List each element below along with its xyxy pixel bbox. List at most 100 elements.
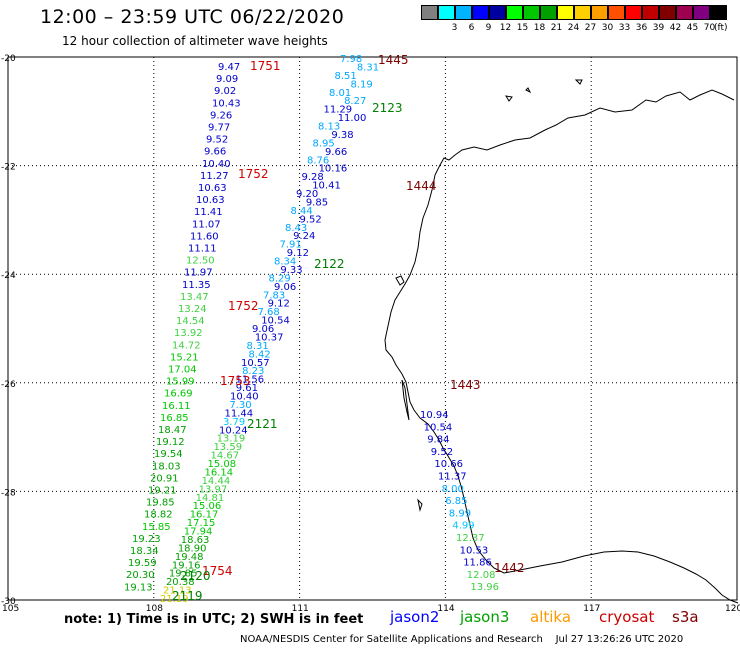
- track-value: 11.29: [324, 105, 353, 116]
- legend-label: 33: [618, 23, 631, 33]
- track-value: 8.34: [274, 257, 296, 268]
- track-value: 8.76: [307, 155, 329, 166]
- legend-label: 24: [567, 23, 580, 33]
- lat-tick-label: -26: [1, 380, 16, 390]
- island: [417, 498, 423, 512]
- track-value: 19.13: [124, 582, 153, 593]
- pass-label: 2120: [180, 569, 211, 583]
- track-value: 7.98: [340, 54, 362, 65]
- track-value: 9.84: [427, 435, 449, 446]
- track-value: 18.63: [181, 535, 210, 546]
- track-value: 9.77: [208, 123, 230, 134]
- track-value: 15.21: [170, 352, 199, 363]
- track-value: 10.16: [319, 164, 348, 175]
- track-value: 9.38: [331, 130, 353, 141]
- track-value: 10.41: [312, 181, 341, 192]
- track-value: 19.54: [154, 449, 183, 460]
- track-value: 20.91: [150, 473, 179, 484]
- legend-label: 39: [652, 23, 665, 33]
- track-value: 9.61: [236, 383, 258, 394]
- track-value: 18.90: [178, 543, 207, 554]
- track-value: 15.06: [193, 501, 222, 512]
- map-grid: 105 108 111 114 117 120 -20 -22 -24 -26 -28 -30: [1, 54, 740, 614]
- track-value: 10.54: [424, 422, 453, 433]
- track-value: 10.37: [255, 332, 284, 343]
- track-value: 11.11: [188, 244, 217, 255]
- lon-tick-label: 108: [146, 604, 163, 614]
- track-value: 19.59: [128, 558, 157, 569]
- legend-swatch: [455, 5, 472, 20]
- pass-label: 1445: [378, 53, 409, 67]
- note-text: note: 1) Time is in UTC; 2) SWH is in fe…: [64, 612, 364, 627]
- track-value: 8.13: [318, 122, 340, 133]
- legend-s3a: s3a: [672, 608, 699, 626]
- legend-label: 3: [451, 23, 458, 33]
- track-value: 8.43: [285, 223, 307, 234]
- track-value: 13.19: [217, 434, 246, 445]
- track-value: 9.12: [268, 299, 290, 310]
- track-value: 16.11: [162, 401, 191, 412]
- legend-label: 9: [485, 23, 492, 33]
- track-value: 16.69: [164, 389, 193, 400]
- pass-label: 2119: [172, 589, 203, 603]
- track-value: 10.53: [460, 545, 489, 556]
- legend-jason2: jason2: [390, 608, 440, 626]
- lat-tick-label: -24: [1, 271, 16, 281]
- track-value: 9.66: [204, 147, 226, 158]
- legend-cryosat: cryosat: [599, 608, 655, 626]
- legend-swatch: [591, 5, 608, 20]
- pass-label: 1752: [238, 167, 269, 181]
- track-value: 8.31: [247, 341, 269, 352]
- track-value: 11.97: [184, 268, 213, 279]
- track-value: 21.13: [163, 586, 192, 597]
- track-value: 18.82: [144, 510, 173, 521]
- track-value: 8.23: [242, 366, 264, 377]
- island: [505, 95, 513, 102]
- track-value: 19.16: [172, 560, 201, 571]
- track-value: 9.06: [274, 282, 296, 293]
- track-value: 11.27: [200, 171, 229, 182]
- track-value: 19.12: [156, 437, 185, 448]
- pass-label: 1444: [406, 179, 437, 193]
- track-value: 11.44: [225, 408, 254, 419]
- legend-swatch: [438, 5, 455, 20]
- track-value: 10.63: [196, 195, 225, 206]
- legend-label: 70: [703, 23, 716, 33]
- pass-label: 2122: [314, 257, 345, 271]
- track-value: 16.17: [190, 510, 219, 521]
- track-value: 13.96: [470, 582, 499, 593]
- legend-swatch: [574, 5, 591, 20]
- track-value: 8.01: [329, 88, 351, 99]
- map-frame: [7, 56, 738, 601]
- lon-tick-label: 120: [725, 604, 740, 614]
- track-value: 15.85: [142, 522, 171, 533]
- track-value: 11.37: [438, 472, 467, 483]
- pass-label: 1751: [250, 59, 281, 73]
- island: [395, 275, 405, 286]
- track-value: 11.35: [182, 280, 211, 291]
- legend-label: 15: [516, 23, 529, 33]
- track-value: 16.85: [160, 413, 189, 424]
- track-value: 18.47: [158, 425, 187, 436]
- legend-label: 45: [686, 23, 699, 33]
- track-value: 12.37: [456, 533, 485, 544]
- track-value: 21.19: [160, 594, 189, 605]
- coastline: [384, 89, 739, 604]
- track-value: 9.28: [302, 172, 324, 183]
- track-value: 7.83: [263, 290, 285, 301]
- legend-swatch: [676, 5, 693, 20]
- lon-tick-label: 117: [583, 604, 600, 614]
- track-value: 16.14: [205, 467, 234, 478]
- track-value: 10.66: [434, 459, 463, 470]
- legend-swatch: [693, 5, 710, 20]
- track-value: 14.54: [176, 316, 205, 327]
- track-value: 8.27: [344, 96, 366, 107]
- track-value: 13.24: [178, 304, 207, 315]
- track-value: 9.52: [299, 214, 321, 225]
- track-value: 8.44: [291, 206, 313, 217]
- legend-label: 6: [468, 23, 475, 33]
- island: [574, 79, 583, 85]
- track-value: 9.33: [280, 265, 302, 276]
- track-value: 13.59: [213, 442, 242, 453]
